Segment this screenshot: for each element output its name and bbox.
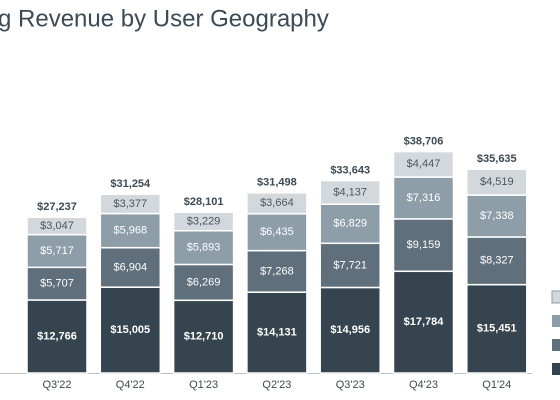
data-label: $4,519 bbox=[480, 176, 514, 188]
data-label: $3,664 bbox=[260, 197, 294, 209]
legend-swatch bbox=[552, 363, 560, 375]
data-label: $3,377 bbox=[113, 198, 147, 210]
data-label: $5,707 bbox=[40, 278, 74, 290]
bar-segment bbox=[319, 179, 381, 205]
bar-segment bbox=[172, 211, 235, 232]
chart-title: g Revenue by User Geography bbox=[0, 5, 329, 32]
bar-segment bbox=[392, 218, 455, 273]
bar-segment bbox=[466, 168, 528, 196]
bar-segment bbox=[246, 249, 308, 293]
data-label: $17,784 bbox=[404, 316, 445, 328]
total-label: $27,237 bbox=[37, 201, 77, 213]
data-label: $7,721 bbox=[333, 259, 367, 271]
data-label: $15,005 bbox=[110, 324, 150, 336]
x-tick-label: Q1'24 bbox=[482, 379, 511, 391]
bar-segment bbox=[246, 213, 308, 252]
bar-segment bbox=[246, 291, 308, 374]
data-label: $14,131 bbox=[257, 326, 297, 338]
data-label: $3,229 bbox=[187, 215, 221, 227]
bar-segment bbox=[99, 286, 162, 374]
x-tick-label: Q3'22 bbox=[42, 379, 71, 391]
total-label: $35,635 bbox=[477, 153, 517, 165]
data-label: $7,316 bbox=[407, 192, 441, 204]
legend-swatch bbox=[551, 290, 560, 304]
total-label: $31,254 bbox=[110, 178, 151, 190]
bar-segment bbox=[172, 299, 235, 374]
data-label: $12,710 bbox=[184, 331, 224, 343]
data-label: $6,829 bbox=[333, 218, 367, 230]
data-label: $15,451 bbox=[477, 323, 517, 335]
data-label: $7,268 bbox=[260, 265, 294, 277]
data-label: $3,047 bbox=[40, 220, 74, 232]
bar-segment bbox=[99, 193, 162, 215]
x-tick-label: Q2'23 bbox=[262, 379, 291, 391]
legend-swatch bbox=[552, 339, 560, 351]
bar-segment bbox=[246, 192, 308, 215]
data-label: $14,956 bbox=[330, 324, 370, 336]
data-label: $9,159 bbox=[407, 239, 441, 251]
bar-segment bbox=[392, 150, 455, 178]
bar-segment bbox=[26, 216, 88, 236]
data-label: $8,327 bbox=[480, 255, 514, 267]
data-label: $4,447 bbox=[407, 158, 441, 170]
data-label: $5,893 bbox=[187, 241, 221, 253]
bar-segment bbox=[172, 229, 235, 266]
bar-segment bbox=[172, 263, 235, 302]
data-label: $6,269 bbox=[187, 276, 221, 288]
x-tick-label: Q4'23 bbox=[409, 379, 438, 391]
total-label: $33,643 bbox=[330, 164, 370, 176]
bar-segment bbox=[26, 299, 88, 374]
bar-segment bbox=[319, 242, 381, 289]
x-tick-label: Q1'23 bbox=[189, 379, 218, 391]
data-label: $6,435 bbox=[260, 226, 294, 238]
data-label: $5,717 bbox=[40, 245, 74, 257]
bar-segment bbox=[319, 203, 381, 245]
bar-segment bbox=[466, 236, 528, 286]
bar-segment bbox=[319, 286, 381, 374]
x-tick-label: Q4'22 bbox=[116, 379, 145, 391]
data-label: $7,338 bbox=[480, 210, 514, 222]
bar-segment bbox=[26, 266, 88, 301]
bar-segment bbox=[392, 270, 455, 374]
bar-segment bbox=[99, 246, 162, 288]
data-label: $6,904 bbox=[113, 261, 147, 273]
total-label: $31,498 bbox=[257, 177, 297, 189]
x-tick-label: Q3'23 bbox=[336, 379, 365, 391]
data-label: $5,968 bbox=[113, 225, 147, 237]
total-label: $28,101 bbox=[184, 196, 224, 208]
data-label: $4,137 bbox=[333, 186, 367, 198]
data-label: $12,766 bbox=[37, 330, 77, 342]
total-label: $38,706 bbox=[404, 136, 444, 148]
legend-swatch bbox=[552, 315, 560, 327]
